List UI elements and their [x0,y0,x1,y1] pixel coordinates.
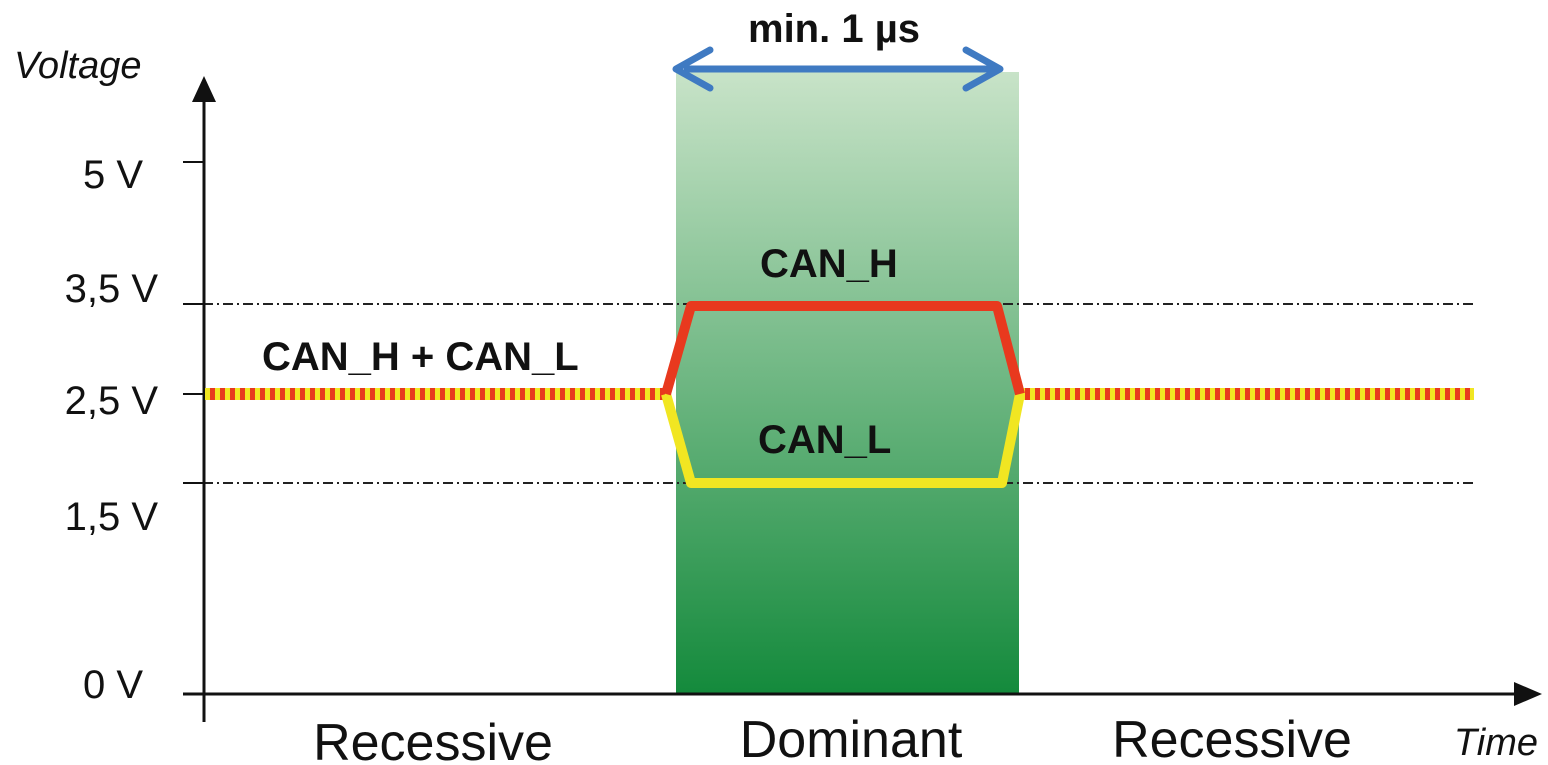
combined-signal-label: CAN_H + CAN_L [262,335,579,379]
duration-label: min. 1 µs [748,7,920,51]
y-tick-label-5v: 5 V [83,153,143,197]
y-tick-label-2-5v: 2,5 V [65,379,159,423]
state-label-recessive-left: Recessive [313,714,553,765]
y-tick-label-0v: 0 V [83,663,143,707]
state-label-dominant: Dominant [740,711,963,765]
y-tick-label-1-5v: 1,5 V [65,495,159,539]
y-axis-title: Voltage [14,45,141,87]
x-axis-arrowhead [1514,682,1542,706]
x-axis-title: Time [1454,722,1538,764]
can-h-trace [661,301,1025,396]
state-label-recessive-right: Recessive [1112,711,1352,765]
y-axis-arrowhead [192,76,216,102]
can-h-label: CAN_H [760,242,898,286]
duration-arrow [672,46,1004,92]
can-l-trace [661,392,1025,488]
dominant-period-band [676,72,1019,693]
can-l-label: CAN_L [758,418,891,462]
y-tick-label-3-5v: 3,5 V [65,267,159,311]
